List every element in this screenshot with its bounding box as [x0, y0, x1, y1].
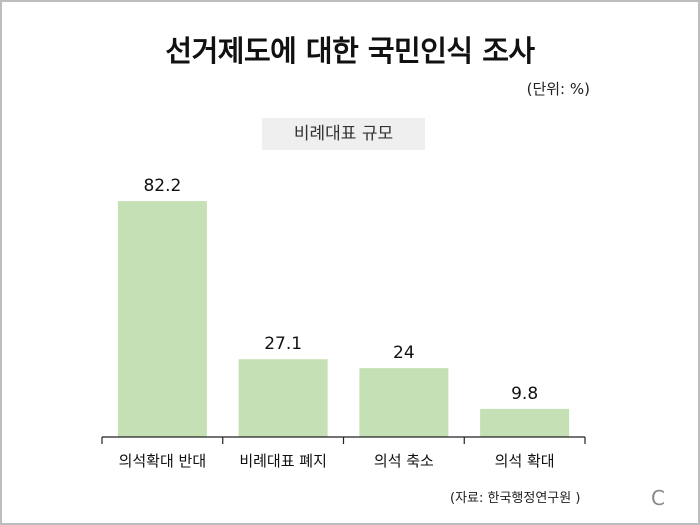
- category-label-3: 의석 축소: [374, 452, 434, 470]
- bars-group: [117, 201, 570, 437]
- unit-label: (단위: %): [526, 80, 590, 98]
- bar-3: [359, 368, 449, 437]
- category-label-4: 의석 확대: [495, 452, 555, 470]
- value-label-2: 27.1: [264, 334, 302, 354]
- x-axis: [101, 436, 586, 444]
- labels-group: 82.2 의석확대 반대 27.1 비례대표 폐지 24 의석 축소 9.8 의석 확대: [119, 176, 555, 470]
- category-label-2: 비례대표 폐지: [239, 452, 327, 470]
- source-note: (자료: 한국행정연구원 ): [450, 491, 581, 506]
- bar-4: [480, 408, 570, 437]
- value-label-4: 9.8: [511, 384, 538, 404]
- chart-title: 선거제도에 대한 국민인식 조사: [165, 34, 535, 68]
- bar-1: [117, 201, 207, 437]
- category-label-1: 의석확대 반대: [119, 452, 207, 470]
- bar-2: [238, 359, 328, 437]
- logo-mark: C: [651, 486, 665, 510]
- value-label-1: 82.2: [143, 176, 181, 196]
- chart-subtitle: 비례대표 규모: [262, 118, 425, 150]
- value-label-3: 24: [393, 343, 415, 363]
